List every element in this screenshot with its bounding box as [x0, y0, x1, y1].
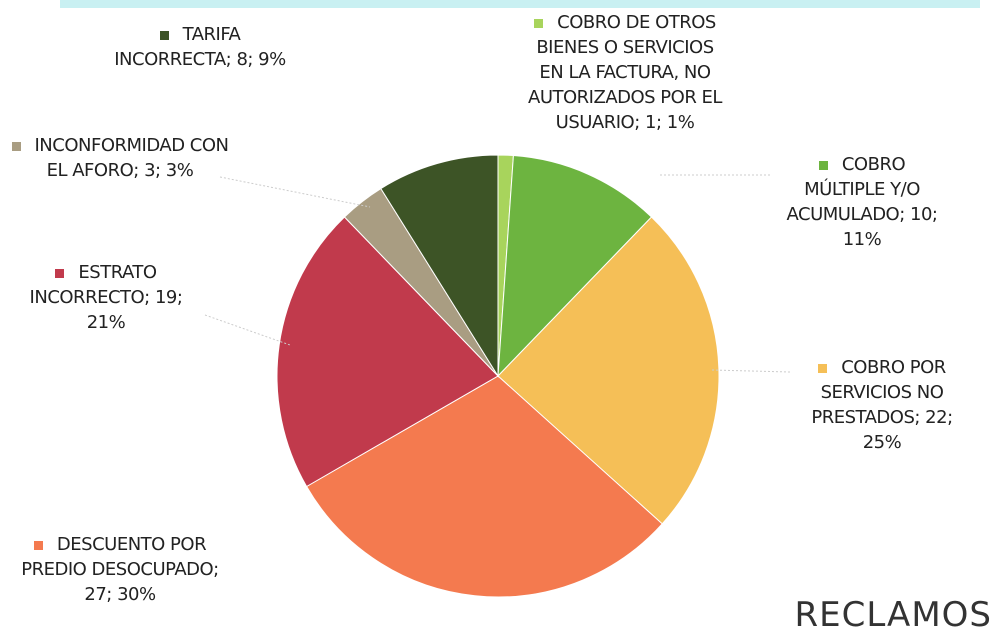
pie-slice [276, 216, 499, 488]
top-band [60, 0, 980, 8]
legend-swatch [159, 30, 169, 40]
legend-swatch [33, 540, 43, 550]
pie-slice [305, 375, 663, 598]
slice-label: COBRO DE OTROS BIENES O SERVICIOS EN LA … [525, 10, 725, 135]
legend-swatch [11, 141, 21, 151]
slice-value-label: 10; 11% [842, 204, 938, 250]
slice-name: COBRO DE OTROS BIENES O SERVICIOS EN LA … [528, 12, 722, 133]
slice-value-label: 19; 21% [86, 287, 183, 333]
leader-line [204, 314, 291, 346]
legend-swatch [818, 160, 828, 170]
slice-value-label: 27; 30% [84, 584, 156, 605]
slice-name: INCONFORMIDAD CON EL AFORO; [34, 135, 229, 181]
slice-name: COBRO POR SERVICIOS NO PRESTADOS; [811, 357, 946, 428]
pie-slice [497, 216, 720, 525]
slice-label: COBRO POR SERVICIOS NO PRESTADOS; 22; 25… [795, 355, 970, 455]
leader-line [219, 176, 371, 208]
slice-label: TARIFA INCORRECTA; 8; 9% [108, 22, 293, 72]
legend-swatch [534, 18, 544, 28]
legend-swatch [818, 363, 828, 373]
slice-label: DESCUENTO POR PREDIO DESOCUPADO; 27; 30% [13, 532, 228, 607]
slice-value-label: 1; 1% [645, 112, 695, 133]
pie-slice [380, 154, 499, 378]
slice-name: ESTRATO INCORRECTO; [29, 262, 158, 308]
leader-line [711, 369, 791, 373]
slice-label: ESTRATO INCORRECTO; 19; 21% [19, 260, 194, 335]
pie-slice [497, 155, 653, 378]
legend-swatch [55, 268, 65, 278]
slice-value-label: 8; 9% [236, 49, 286, 70]
slice-name: DESCUENTO POR PREDIO DESOCUPADO; [21, 534, 219, 580]
slice-name: TARIFA INCORRECTA; [114, 24, 241, 70]
slice-name: COBRO MÚLTIPLE Y/O ACUMULADO; [786, 154, 921, 225]
slice-value-label: 22; 25% [862, 407, 953, 453]
slice-label: INCONFORMIDAD CON EL AFORO; 3; 3% [8, 133, 233, 183]
chart-title: RECLAMOS [794, 595, 992, 635]
slice-value-label: 3; 3% [144, 160, 194, 181]
slice-label: COBRO MÚLTIPLE Y/O ACUMULADO; 10; 11% [777, 152, 947, 252]
